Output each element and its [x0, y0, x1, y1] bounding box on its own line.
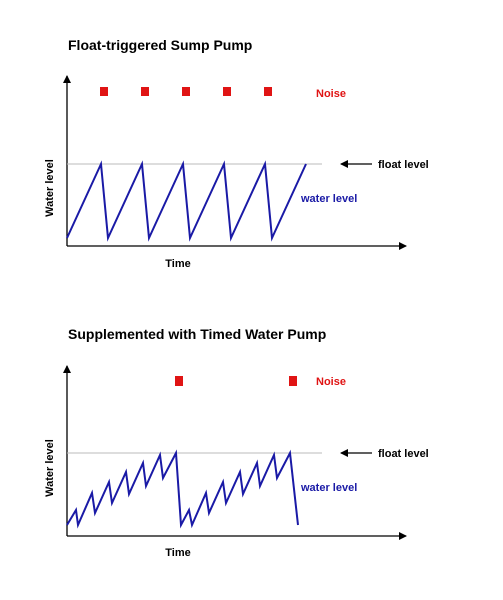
- noise-markers: [175, 376, 297, 386]
- water-level-line: [66, 160, 307, 242]
- noise-marker: [264, 87, 272, 96]
- noise-legend-label: Noise: [316, 88, 346, 100]
- noise-marker: [223, 87, 231, 96]
- noise-markers: [100, 87, 272, 96]
- noise-marker: [182, 87, 190, 96]
- water-level-trace: [66, 160, 307, 242]
- noise-marker: [100, 87, 108, 96]
- water-level-label: water level: [300, 482, 357, 494]
- panel-title: Supplemented with Timed Water Pump: [68, 326, 326, 342]
- water-level-label: water level: [300, 193, 357, 205]
- water-level-line: [66, 449, 299, 529]
- noise-marker: [289, 376, 297, 386]
- panel-timed-pump: Supplemented with Timed Water Pump Noise…: [44, 326, 429, 559]
- x-axis-label: Time: [165, 547, 190, 559]
- x-axis-label: Time: [165, 258, 190, 270]
- y-axis-label: Water level: [44, 159, 56, 217]
- noise-marker: [175, 376, 183, 386]
- noise-marker: [141, 87, 149, 96]
- water-level-trace: [66, 449, 299, 529]
- float-level-label: float level: [378, 159, 429, 171]
- panel-float-triggered: Float-triggered Sump Pump Noise float le…: [44, 37, 429, 270]
- float-level-label: float level: [378, 448, 429, 460]
- panel-title: Float-triggered Sump Pump: [68, 37, 252, 53]
- y-axis-label: Water level: [44, 439, 56, 497]
- noise-legend-label: Noise: [316, 376, 346, 388]
